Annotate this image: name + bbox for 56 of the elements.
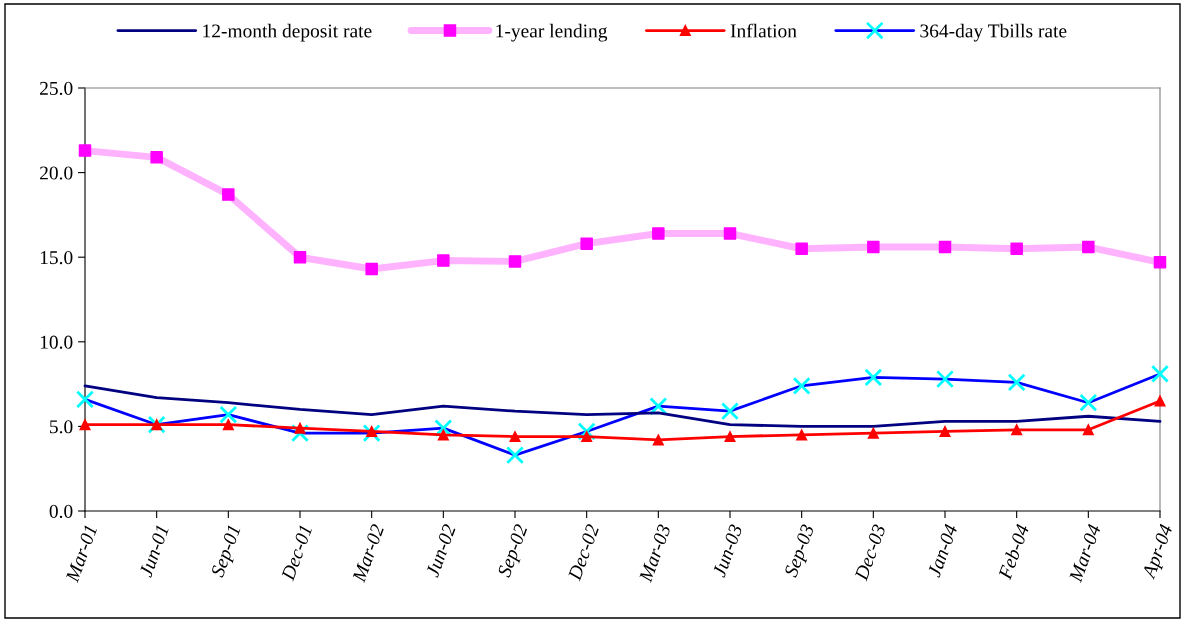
point (79, 419, 91, 431)
point (724, 430, 736, 443)
x-tick-label: Sep-02 (497, 523, 532, 580)
x-tick-label: Dec-02 (567, 523, 600, 582)
x-tick-label: Jun-02 (425, 523, 457, 578)
x-tick-label: Jun-03 (712, 523, 743, 578)
x-tick-label: Dec-03 (854, 523, 886, 582)
point (796, 429, 808, 441)
legend-label: 364-day Tbills rate (920, 23, 1067, 42)
point (294, 422, 306, 434)
point (1079, 393, 1098, 412)
point (581, 430, 593, 443)
point (366, 425, 378, 438)
x-tick-label: Mar-04 (1068, 523, 1102, 584)
point (649, 397, 668, 416)
point (720, 402, 740, 421)
x-tick-label: Feb-04 (997, 523, 1030, 581)
y-tick-label: 0.0 (49, 504, 73, 519)
point (939, 425, 951, 438)
point (1154, 395, 1166, 407)
x-tick-label: Apr-04 (1141, 523, 1177, 582)
x-tick-label: Mar-01 (65, 524, 98, 584)
point (935, 370, 955, 389)
point (864, 368, 883, 387)
x-tick-label: Jan-04 (927, 523, 958, 578)
point (1011, 424, 1023, 436)
point (792, 376, 811, 395)
x-tick-label: Sep-03 (783, 523, 819, 580)
x-tick-label: Jun-01 (138, 524, 169, 578)
x-tick-label: Mar-03 (638, 523, 671, 584)
point (938, 240, 952, 254)
point (362, 424, 381, 443)
x-tick-label: Mar-02 (351, 523, 385, 584)
legend-label: 1-year lending (496, 23, 608, 42)
y-tick-label: 10.0 (40, 335, 73, 349)
y-tick-label: 15.0 (40, 251, 73, 265)
point (505, 446, 525, 465)
legend-label: 12-month deposit rate (203, 23, 372, 42)
point (1007, 373, 1026, 392)
point (151, 419, 163, 431)
point (1150, 364, 1170, 383)
x-tick-label: Dec-01 (280, 524, 313, 582)
point (867, 427, 879, 439)
y-tick-label: 20.0 (40, 166, 73, 180)
point (434, 419, 453, 438)
point (1082, 424, 1094, 436)
y-tick-label: 25.0 (40, 81, 73, 96)
point (652, 434, 664, 446)
point (75, 390, 95, 409)
legend-label: Inflation (730, 23, 797, 38)
point (219, 405, 238, 424)
y-tick-label: 5.0 (50, 420, 73, 434)
point (509, 430, 521, 443)
point (437, 429, 449, 441)
point (222, 419, 234, 431)
x-tick-label: Sep-01 (210, 524, 245, 580)
